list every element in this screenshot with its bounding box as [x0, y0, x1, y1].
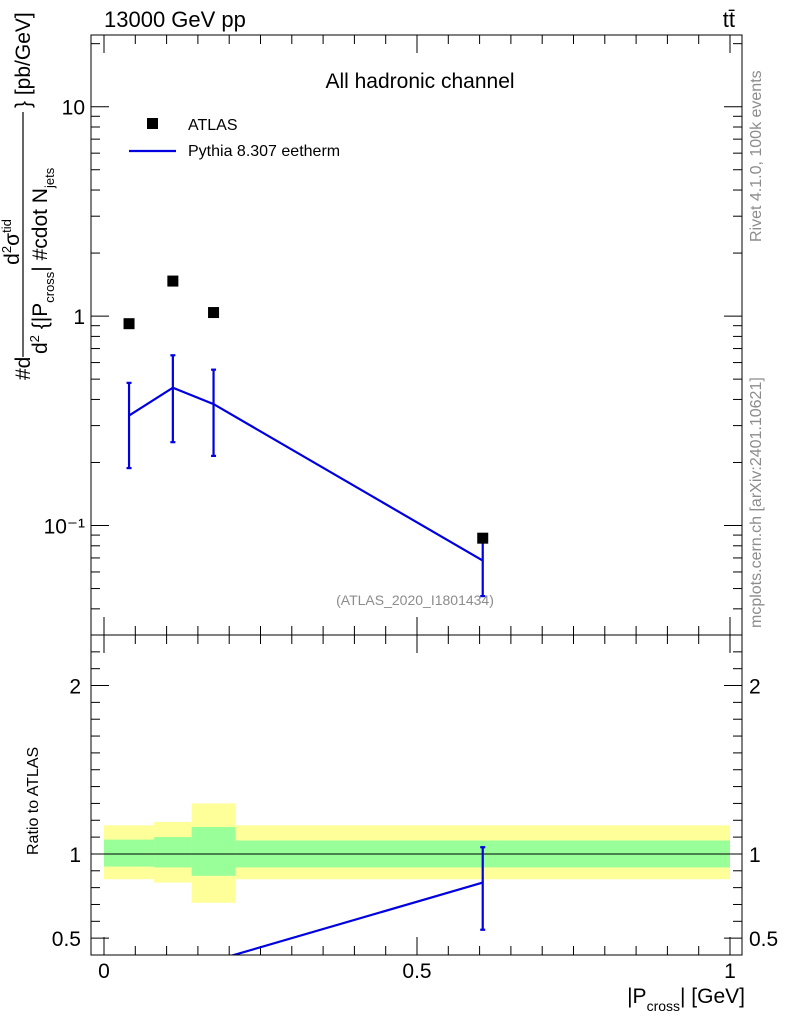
- main-data-layer: [123, 275, 489, 598]
- tick-labels: 10⁻¹ 1 10 0 0.5 1 0.5 0.5 1 1 2 2: [44, 97, 779, 983]
- ylabel-numerator-exp: 2: [0, 246, 14, 253]
- chart-title: All hadronic channel: [325, 70, 514, 93]
- x-tick-label: 1: [724, 960, 736, 983]
- ylabel-den-sub: cross: [42, 271, 57, 303]
- atlas-data-point: [123, 318, 135, 330]
- main-y-tick-label: 1: [73, 306, 85, 329]
- x-tick-label: 0.5: [402, 960, 431, 983]
- xlabel-pre: |P: [627, 985, 646, 1008]
- ratio-y-tick-label-right: 1: [749, 844, 761, 867]
- ratio-pythia-line: [229, 881, 484, 955]
- ylabel-den-mid: | #cdot N: [29, 188, 52, 272]
- ratio-inner-band: [191, 827, 236, 876]
- energy-label: 13000 GeV pp: [104, 7, 246, 32]
- ratio-plot-frame: [90, 634, 743, 956]
- ylabel-numerator-d: d: [1, 253, 24, 265]
- ratio-inner-band: [154, 837, 192, 868]
- xlabel-post: | [GeV]: [680, 985, 745, 1008]
- svg-text:#d: #d: [12, 357, 35, 380]
- ratio-y-tick-label-left: 1: [69, 844, 81, 867]
- legend-atlas-label: ATLAS: [188, 117, 238, 134]
- atlas-data-point: [167, 275, 179, 287]
- ylabel-den-d: d: [29, 342, 52, 354]
- main-y-tick-label: 10⁻¹: [44, 516, 85, 539]
- ylabel-den-exp: 2: [27, 335, 42, 342]
- ratio-data-layer: [104, 846, 730, 955]
- x-tick-label: 0: [98, 960, 110, 983]
- ratio-axis-ticks: [91, 634, 742, 956]
- main-y-axis-label: #d d2σtid d2 {|Pcross| #cdot Njets } [pb…: [0, 12, 57, 380]
- atlas-data-point: [477, 532, 489, 544]
- svg-text:d2 {|Pcross| #cdot Njets: d2 {|Pcross| #cdot Njets: [27, 167, 57, 354]
- process-label: tt̄: [723, 7, 735, 32]
- legend: ATLAS Pythia 8.307 eetherm: [129, 117, 340, 160]
- ratio-uncertainty-bands: [104, 803, 730, 903]
- ylabel-den-sub2: jets: [42, 167, 57, 189]
- ylabel-numerator-sup: tid: [0, 219, 14, 233]
- ylabel-unit: } [pb/GeV]: [12, 12, 35, 108]
- main-axis-ticks: [91, 35, 742, 636]
- x-axis-label: |Pcross| [GeV]: [627, 985, 745, 1014]
- pythia-line: [128, 386, 484, 562]
- ratio-y-axis-label: Ratio to ATLAS: [25, 747, 42, 855]
- ylabel-numerator-sigma: σ: [1, 233, 24, 246]
- ratio-y-tick-label-right: 0.5: [749, 928, 778, 951]
- mcplots-label: mcplots.cern.ch [arXiv:2401.10621]: [748, 377, 765, 628]
- atlas-data-point: [208, 307, 220, 319]
- main-y-tick-label: 10: [62, 97, 85, 120]
- ylabel-prefix: #d: [12, 357, 35, 380]
- ylabel-den-body: {|P: [29, 303, 52, 335]
- ratio-y-tick-label-right: 2: [749, 676, 761, 699]
- xlabel-sub: cross: [647, 998, 680, 1014]
- svg-text:d2σtid: d2σtid: [0, 219, 24, 265]
- ratio-y-tick-label-left: 0.5: [52, 928, 81, 951]
- analysis-watermark: (ATLAS_2020_I1801434): [336, 592, 494, 608]
- legend-pythia-label: Pythia 8.307 eetherm: [188, 143, 340, 160]
- ratio-y-tick-label-left: 2: [69, 676, 81, 699]
- rivet-version-label: Rivet 4.1.0, 100k events: [748, 70, 765, 242]
- ratio-inner-band: [104, 839, 155, 867]
- legend-atlas-marker: [147, 118, 158, 129]
